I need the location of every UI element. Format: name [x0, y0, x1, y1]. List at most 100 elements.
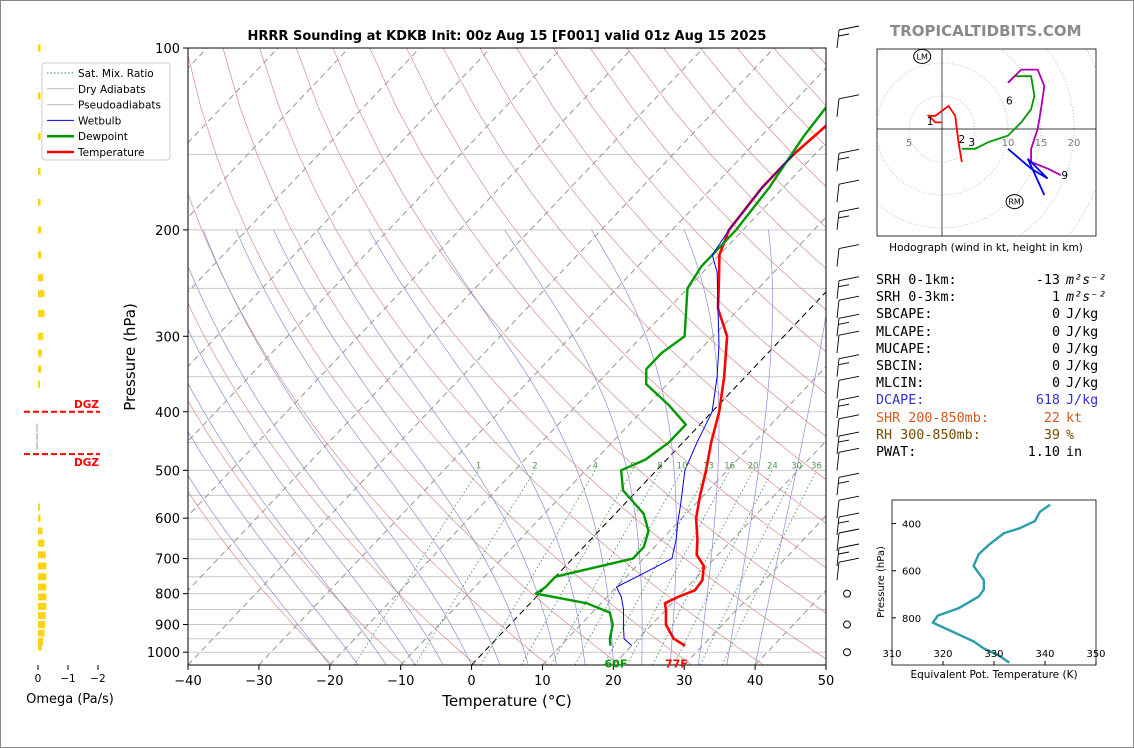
omega-axis-label: Omega (Pa/s): [26, 692, 114, 707]
stat-label: SHR 200-850mb:: [876, 410, 989, 426]
wind-barb-flag: [838, 156, 850, 160]
wind-barb-flag: [838, 403, 850, 407]
omega-bar: [38, 573, 47, 581]
isotherm: [683, 515, 826, 665]
wind-barb-flag: [838, 480, 850, 484]
isotherm: [188, 48, 704, 592]
omega-tick-label: −2: [90, 673, 105, 685]
omega-bar: [38, 167, 41, 175]
mixing-ratio-line: [521, 470, 634, 665]
trace-wetbulb: [616, 154, 794, 646]
omega-bar: [38, 44, 41, 52]
wind-barb-flag: [838, 276, 860, 282]
y-tick-label: 500: [155, 464, 180, 479]
stat-row: MLCIN: 0 J/kg: [876, 375, 1106, 392]
dgz-label: DGZ: [74, 399, 99, 411]
dry-adiabat: [222, 48, 692, 665]
hodograph-ring-label: 15: [1035, 138, 1048, 149]
wind-barb: [836, 335, 840, 354]
wind-barb-flag: [838, 512, 860, 518]
storm-motion-marker: [913, 49, 932, 64]
theta-e-x-tick-label: 350: [1086, 649, 1105, 660]
wind-barb: [836, 358, 840, 377]
y-tick-label: 600: [155, 512, 180, 527]
wind-barb: [836, 184, 840, 203]
x-tick-label: 30: [676, 674, 693, 689]
stat-label: SBCIN:: [876, 359, 925, 375]
stat-unit: J/kg: [1066, 307, 1099, 323]
mixing-ratio-label: 6: [630, 461, 635, 471]
stat-value: 0: [1051, 359, 1060, 375]
wind-barb: [836, 98, 840, 117]
stat-row: SHR 200-850mb: 22 kt: [876, 410, 1106, 427]
stat-label: MUCAPE:: [876, 341, 933, 357]
mixing-ratio-line: [652, 470, 754, 665]
wind-barb-flag: [838, 330, 860, 336]
stat-label: MLCIN:: [876, 376, 925, 392]
pseudoadiabat: [188, 328, 416, 665]
pseudoadiabat: [430, 229, 614, 665]
x-axis-label: Temperature (°C): [441, 692, 571, 710]
stat-label: SRH 0-1km:: [876, 273, 957, 288]
wind-barb-flag: [838, 472, 860, 478]
hodograph-ring-label: 20: [1068, 138, 1081, 149]
wind-barb-flag: [838, 215, 850, 219]
omega-bar: [38, 612, 46, 620]
calm-wind-circle: [843, 620, 851, 629]
wind-barb: [836, 562, 840, 581]
pseudoadiabat: [188, 265, 444, 665]
wind-barb: [836, 248, 840, 267]
sounding-parameters: SRH 0-1km: -13 m²s⁻² SRH 0-3km: 1 m²s⁻² SBCAPE…: [876, 272, 1106, 461]
wind-barb-flag: [838, 375, 860, 381]
wind-barb: [836, 477, 840, 496]
theta-e-x-tick-label: 320: [933, 649, 952, 660]
hodograph-height-label: 1: [927, 116, 934, 128]
stat-row: MUCAPE: 0 J/kg: [876, 341, 1106, 358]
mixing-ratio-label: 16: [724, 461, 735, 471]
dry-adiabat: [516, 48, 826, 395]
dry-adiabat: [479, 48, 826, 437]
wind-barb-flag: [838, 94, 860, 100]
calm-wind-circle: [843, 589, 851, 598]
stat-value: 0: [1051, 341, 1060, 357]
omega-bar: [38, 503, 40, 511]
theta-e-x-tick-label: 340: [1035, 649, 1054, 660]
stat-unit: J/kg: [1066, 393, 1099, 409]
omega-bar: [38, 643, 42, 651]
isotherm: [258, 67, 826, 665]
x-tick-label: 40: [747, 674, 764, 689]
stat-unit: J/kg: [1066, 324, 1099, 340]
wind-barb-flag: [838, 244, 860, 249]
x-tick-label: 0: [467, 674, 475, 689]
omega-bar: [38, 593, 47, 601]
skewt-plot-frame: [187, 47, 827, 666]
pseudoadiabat: [368, 229, 586, 665]
mixing-ratio-line: [480, 470, 596, 665]
omega-bar: [38, 583, 47, 591]
stat-label: DCAPE:: [876, 393, 925, 409]
wind-barb-flag: [838, 295, 860, 301]
surface-dewpoint-label: 60F: [605, 658, 628, 671]
omega-bar: [38, 198, 41, 206]
y-tick-label: 800: [155, 588, 180, 603]
stat-unit: m²s⁻²: [1066, 290, 1107, 306]
storm-motion-label: RM: [1008, 198, 1021, 207]
wind-barb: [836, 380, 840, 399]
wind-barb-flag: [838, 495, 860, 501]
dry-adiabat: [259, 48, 764, 665]
mixing-ratio-line: [721, 470, 817, 665]
y-tick-label: 900: [155, 619, 180, 634]
stat-row: SRH 0-1km: -13 m²s⁻²: [876, 272, 1106, 289]
pseudoadiabat: [504, 229, 643, 665]
dry-adiabat: [406, 48, 826, 524]
dry-adiabat: [295, 48, 826, 660]
isotherm: [188, 48, 491, 368]
wind-barb-flag: [838, 395, 860, 401]
wind-barb: [836, 436, 840, 455]
theta-e-profile: [931, 503, 1051, 664]
dry-adiabat: [553, 48, 826, 353]
y-tick-label: 1000: [147, 646, 180, 661]
stat-label: SRH 0-3km:: [876, 290, 957, 306]
omega-bar: [38, 621, 46, 629]
